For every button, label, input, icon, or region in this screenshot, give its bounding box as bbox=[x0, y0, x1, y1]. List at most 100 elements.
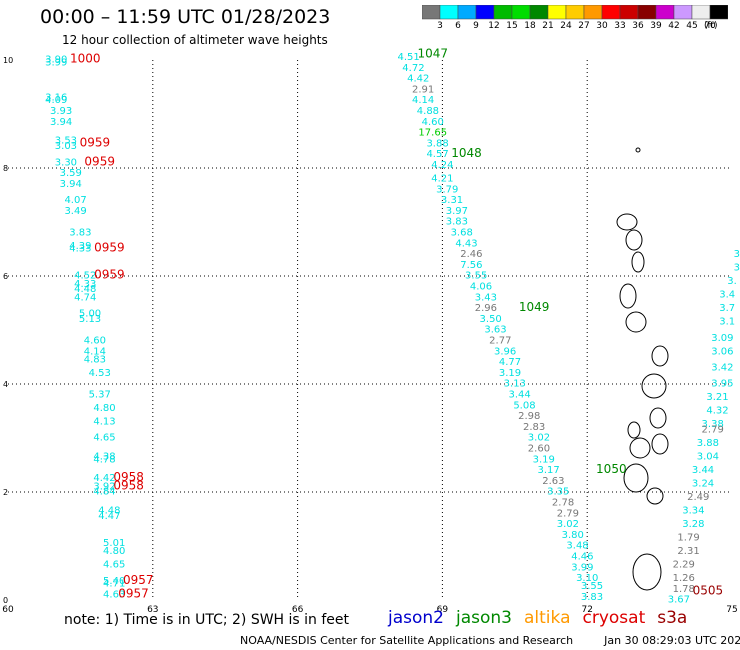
y-tick-label: 6 bbox=[3, 272, 8, 281]
pass-time-label: 0957 bbox=[118, 586, 149, 600]
wave-height-label: 2.63 bbox=[542, 476, 564, 487]
island-outline bbox=[629, 437, 651, 459]
wave-height-label: 4.06 bbox=[470, 282, 492, 293]
island-outline bbox=[625, 311, 647, 333]
wave-height-label: 3.97 bbox=[446, 206, 468, 217]
pass-time-label: 1047 bbox=[417, 46, 448, 60]
wave-height-label: 3.31 bbox=[441, 195, 463, 206]
colorbar-swatch bbox=[637, 4, 657, 20]
wave-height-label: 3.35 bbox=[547, 487, 569, 498]
wave-height-label: 3.09 bbox=[711, 333, 733, 344]
chart-grid bbox=[8, 60, 732, 600]
wave-height-label: 4.53 bbox=[89, 368, 111, 379]
wave-height-label: 1.26 bbox=[673, 573, 695, 584]
wave-height-label: 4.80 bbox=[93, 403, 115, 414]
colorbar-swatch bbox=[475, 4, 495, 20]
wave-height-label: 3.17 bbox=[537, 465, 559, 476]
wave-height-label: 4.78 bbox=[93, 454, 115, 465]
wave-height-label: 4.74 bbox=[74, 292, 96, 303]
colorbar-tick-label: 39 bbox=[650, 21, 662, 31]
axis-ticks: 60 63 66 69 72 75 0 2 4 6 8 10 bbox=[2, 56, 737, 615]
colorbar-tick-label: 21 bbox=[542, 21, 554, 31]
wave-height-label: 5.00 bbox=[79, 309, 101, 320]
island-outline bbox=[616, 213, 638, 231]
wave-height-label: 3.55 bbox=[581, 581, 603, 592]
wave-height-label: 2.83 bbox=[523, 422, 545, 433]
wave-height-label: 2.77 bbox=[489, 336, 511, 347]
wave-height-label: 4.51 bbox=[397, 52, 419, 63]
colorbar-swatch bbox=[673, 4, 693, 20]
colorbar-swatch bbox=[619, 4, 639, 20]
data-labels: 3.903.993.164.093.933.943.533.033.303.59… bbox=[45, 46, 740, 605]
wave-height-label: 3.43 bbox=[475, 292, 497, 303]
wave-height-label: 4.57 bbox=[426, 149, 448, 160]
coastline-outlines bbox=[616, 147, 669, 591]
wave-height-label: 3 bbox=[734, 263, 740, 274]
wave-height-label: 2.29 bbox=[673, 560, 695, 571]
wave-height-label: 4.21 bbox=[431, 174, 453, 185]
wave-height-label: 4.83 bbox=[84, 354, 106, 365]
colorbar-tick-label: 12 bbox=[488, 21, 500, 31]
wave-height-label: 4.42 bbox=[93, 473, 115, 484]
wave-height-label: 3.44 bbox=[508, 390, 530, 401]
wave-height-label: 4.60 bbox=[84, 336, 106, 347]
x-tick-label: 66 bbox=[292, 605, 304, 615]
legend-item-jason2: jason2 bbox=[388, 608, 444, 628]
wave-height-label: 4.13 bbox=[93, 417, 115, 428]
colorbar-swatch bbox=[511, 4, 531, 20]
wave-height-label: 3.83 bbox=[581, 592, 603, 603]
wave-height-label: 3.34 bbox=[682, 506, 704, 517]
wave-height-label: 3.88 bbox=[426, 138, 448, 149]
wave-height-label: 4.80 bbox=[103, 546, 125, 557]
pass-time-label: 0959 bbox=[94, 241, 125, 255]
wave-height-label: 2.79 bbox=[702, 425, 724, 436]
legend-item-altika: altika bbox=[524, 608, 571, 628]
wave-height-label: 3.4 bbox=[719, 290, 735, 301]
wave-height-label: 3.99 bbox=[571, 562, 593, 573]
island-outline bbox=[635, 147, 641, 153]
wave-height-label: 5.37 bbox=[89, 390, 111, 401]
x-tick-label: 60 bbox=[2, 605, 14, 615]
colorbar-tick-label: 9 bbox=[473, 21, 479, 31]
x-tick-label: 69 bbox=[437, 605, 449, 615]
wave-height-label: 3.19 bbox=[499, 368, 521, 379]
wave-height-label: 17.65 bbox=[418, 128, 447, 139]
wave-height-label: 3.68 bbox=[451, 228, 473, 239]
island-outline bbox=[646, 487, 664, 505]
wave-height-label: 3.83 bbox=[69, 228, 91, 239]
wave-height-label: 4.63 bbox=[103, 589, 125, 600]
chart-title: 00:00 – 11:59 UTC 01/28/2023 bbox=[40, 6, 331, 28]
wave-height-label: 4.65 bbox=[103, 560, 125, 571]
pass-time-label: 0957 bbox=[123, 573, 154, 587]
wave-height-label: 5.08 bbox=[513, 400, 535, 411]
x-tick-label: 75 bbox=[726, 605, 737, 615]
colorbar-swatch bbox=[565, 4, 585, 20]
wave-height-label: 7.56 bbox=[460, 260, 482, 271]
wave-height-label: 4.84 bbox=[93, 487, 115, 498]
wave-height-label: 4.71 bbox=[103, 579, 125, 590]
wave-height-label: 3.92 bbox=[93, 481, 115, 492]
wave-height-label: 4.60 bbox=[422, 117, 444, 128]
legend-item-s3a: s3a bbox=[657, 608, 688, 628]
pass-time-label: 1050 bbox=[596, 462, 627, 476]
wave-height-label: 3.21 bbox=[706, 392, 728, 403]
wave-height-label: 3.63 bbox=[484, 325, 506, 336]
colorbar bbox=[421, 4, 729, 25]
colorbar-swatch bbox=[457, 4, 477, 20]
colorbar-tick-label: 18 bbox=[524, 21, 536, 31]
x-tick-label: 72 bbox=[581, 605, 592, 615]
credit-text: NOAA/NESDIS Center for Satellite Applica… bbox=[240, 634, 574, 647]
wave-height-label: 3.80 bbox=[562, 530, 584, 541]
wave-height-label: 3.99 bbox=[45, 57, 67, 68]
wave-height-label: 3.59 bbox=[60, 168, 82, 179]
legend-item-cryosat: cryosat bbox=[582, 608, 646, 628]
wave-height-label: 5.40 bbox=[103, 576, 125, 587]
wave-height-label: 3.94 bbox=[60, 179, 82, 190]
wave-height-label: 3.93 bbox=[50, 106, 72, 117]
wave-height-label: 3.19 bbox=[533, 454, 555, 465]
colorbar-swatch bbox=[583, 4, 603, 20]
colorbar-tick-label: 24 bbox=[560, 21, 572, 31]
colorbar-unit: (ft) bbox=[704, 21, 718, 31]
colorbar-swatch bbox=[709, 4, 729, 20]
